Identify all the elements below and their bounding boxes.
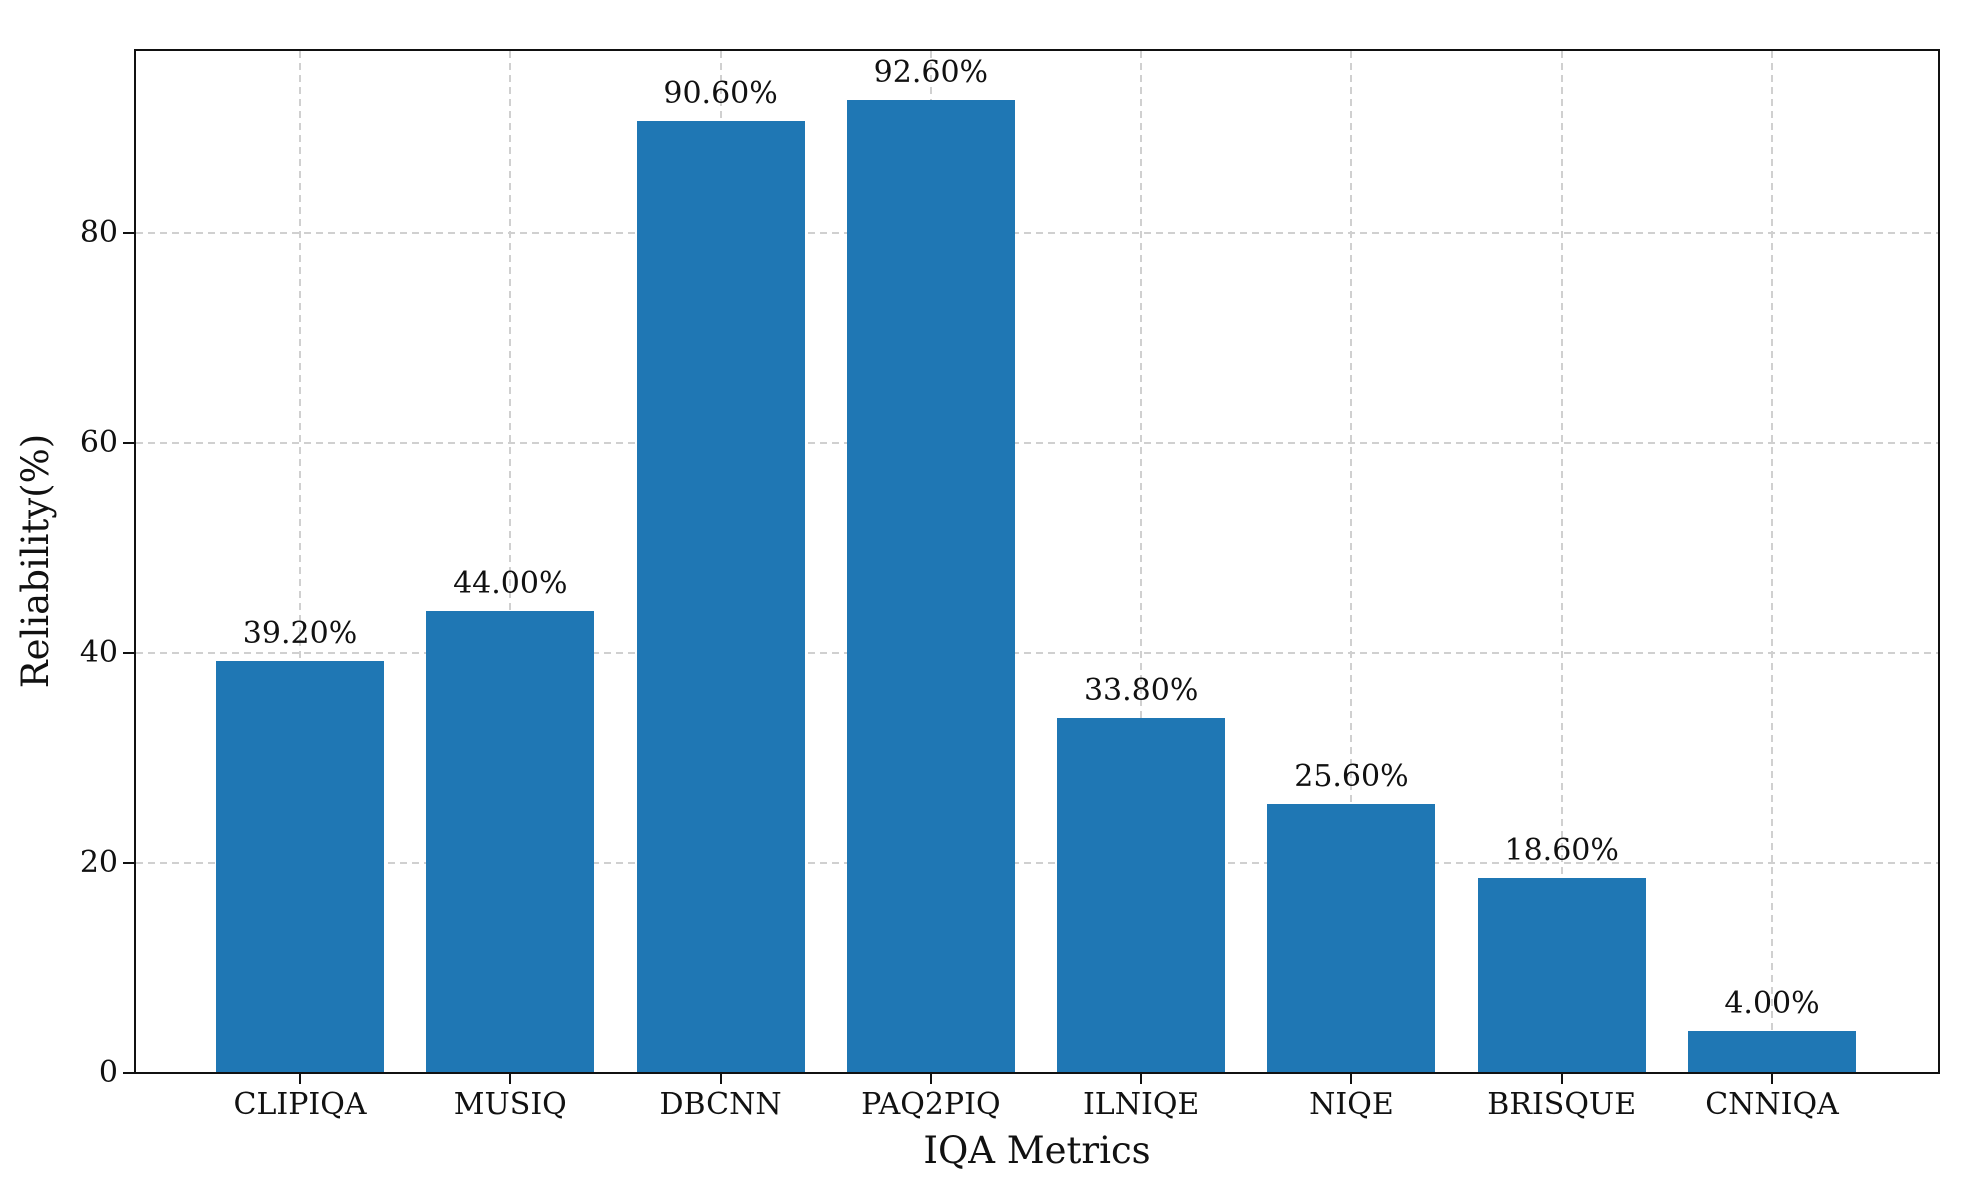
bar-value-label: 39.20%	[242, 616, 358, 652]
bar-ilniqe	[1057, 717, 1226, 1073]
y-axis-tick	[123, 1072, 135, 1074]
y-tick-label: 40	[79, 634, 118, 670]
x-axis-label: IQA Metrics	[923, 1129, 1151, 1172]
horizontal-gridline	[136, 441, 1938, 444]
x-axis-tick	[929, 1074, 932, 1084]
vertical-gridline	[509, 51, 512, 1072]
x-axis-tick	[509, 1074, 512, 1084]
x-axis-tick	[1140, 1074, 1143, 1084]
x-axis-tick	[1560, 1074, 1563, 1084]
vertical-gridline	[1560, 51, 1563, 1072]
bar-cnniqa	[1688, 1030, 1856, 1073]
y-axis-tick	[123, 441, 135, 444]
x-axis-tick	[1771, 1074, 1773, 1084]
x-axis-tick	[1350, 1074, 1353, 1084]
bar-brisque	[1477, 877, 1646, 1073]
x-axis-tick	[719, 1074, 722, 1084]
x-tick-label-musiq: MUSIQ	[453, 1087, 567, 1122]
x-tick-label-brisque: BRISQUE	[1487, 1087, 1637, 1122]
bar-musiq	[426, 610, 595, 1073]
y-tick-label: 20	[79, 844, 118, 880]
bar-value-label: 25.60%	[1294, 759, 1409, 795]
horizontal-gridline	[136, 651, 1938, 654]
bar-dbcnn	[636, 121, 805, 1073]
vertical-gridline	[299, 51, 301, 1072]
bar-value-label: 4.00%	[1724, 985, 1820, 1021]
vertical-gridline	[1771, 51, 1773, 1072]
y-axis-tick	[123, 651, 135, 654]
y-tick-label: 80	[79, 214, 118, 250]
bar-niqe	[1267, 804, 1436, 1073]
bar-value-label: 44.00%	[453, 565, 568, 601]
y-tick-label: 60	[79, 424, 118, 460]
y-axis-tick	[123, 861, 135, 864]
bar-value-label: 18.60%	[1504, 832, 1619, 868]
y-tick-label: 0	[98, 1055, 118, 1090]
bar-value-label: 90.60%	[663, 76, 778, 112]
vertical-gridline	[1350, 51, 1353, 1072]
x-tick-label-paq2piq: PAQ2PIQ	[861, 1087, 1001, 1122]
horizontal-gridline	[136, 861, 1938, 864]
bar-value-label: 33.80%	[1083, 672, 1199, 708]
x-tick-label-dbcnn: DBCNN	[659, 1087, 782, 1122]
bar-paq2piq	[846, 100, 1015, 1073]
x-axis-tick	[299, 1074, 301, 1084]
y-axis-tick	[123, 231, 135, 234]
x-tick-label-ilniqe: ILNIQE	[1082, 1087, 1200, 1122]
horizontal-gridline	[136, 231, 1938, 234]
x-tick-label-clipiqa: CLIPIQA	[233, 1087, 367, 1122]
axes-spines	[134, 49, 1940, 1074]
x-tick-label-cnniqa: CNNIQA	[1705, 1087, 1839, 1122]
vertical-gridline	[1140, 51, 1143, 1072]
x-tick-label-niqe: NIQE	[1309, 1087, 1394, 1122]
y-axis-label: Reliability(%)	[14, 433, 57, 689]
bar-clipiqa	[216, 661, 384, 1073]
bar-value-label: 92.60%	[873, 55, 989, 91]
